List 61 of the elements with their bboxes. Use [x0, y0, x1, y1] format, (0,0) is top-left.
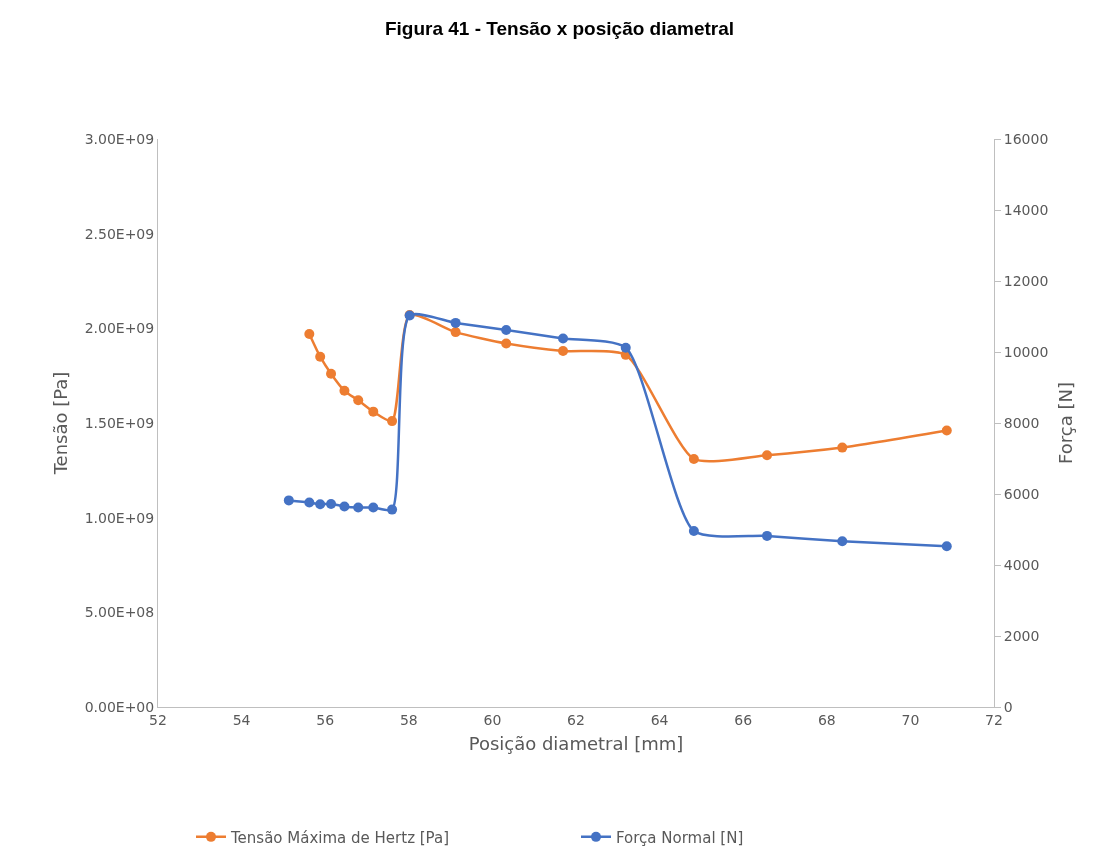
y-axis-title: Tensão [Pa] — [49, 371, 71, 476]
x-axis-title: Posição diametral [mm] — [468, 732, 684, 754]
point — [450, 317, 461, 328]
y-tick-label: 2.50E+09 — [84, 225, 155, 242]
point — [688, 525, 699, 536]
y2-axis-title: Força [N] — [1055, 382, 1077, 464]
point — [353, 502, 364, 513]
point — [837, 442, 848, 453]
point — [315, 499, 326, 510]
y2-tick-label: 8000 — [1003, 414, 1040, 431]
y2-tick-label: 16000 — [1003, 130, 1049, 147]
chart-title: Figura 41 - Tensão x posição diametral — [384, 17, 735, 39]
y2-tick-label: 12000 — [1003, 272, 1049, 289]
y2-tick-label: 4000 — [1003, 556, 1040, 573]
legend-label: Tensão Máxima de Hertz [Pa] — [230, 828, 450, 847]
x-tick-label: 62 — [567, 711, 585, 728]
y2-tick-label: 6000 — [1003, 485, 1040, 502]
point — [326, 368, 337, 379]
point — [315, 351, 326, 362]
y2-tick-label: 0 — [1003, 698, 1013, 715]
y2-tick-label: 10000 — [1003, 343, 1049, 360]
point — [387, 504, 398, 515]
point — [304, 329, 315, 340]
point — [941, 541, 952, 552]
x-tick-label: 60 — [483, 711, 502, 728]
legend-label: Força Normal [N] — [616, 828, 744, 847]
point — [762, 450, 773, 461]
x-tick-label: 66 — [734, 711, 753, 728]
y2-tick-label: 2000 — [1003, 627, 1040, 644]
point — [283, 495, 294, 506]
y-tick-label: 3.00E+09 — [84, 130, 155, 147]
point — [501, 324, 512, 335]
point — [387, 416, 398, 427]
y-tick-label: 2.00E+09 — [84, 320, 155, 337]
point — [620, 342, 631, 353]
point — [339, 385, 350, 396]
point — [837, 536, 848, 547]
y-tick-label: 1.50E+09 — [84, 414, 155, 431]
x-tick-label: 64 — [650, 711, 669, 728]
x-tick-label: 58 — [399, 711, 418, 728]
point — [450, 327, 461, 338]
point — [558, 346, 569, 357]
x-tick-label: 68 — [817, 711, 836, 728]
point — [501, 338, 512, 349]
point — [368, 502, 379, 513]
point — [353, 395, 364, 406]
point — [339, 501, 350, 512]
point — [762, 530, 773, 541]
point — [368, 406, 379, 417]
x-tick-label: 56 — [316, 711, 335, 728]
y-tick-label: 5.00E+08 — [84, 604, 155, 621]
point — [941, 425, 952, 436]
point — [688, 453, 699, 464]
point — [304, 497, 315, 508]
x-tick-label: 54 — [232, 711, 251, 728]
y-tick-label: 1.00E+09 — [84, 509, 155, 526]
point — [326, 498, 337, 509]
point — [558, 333, 569, 344]
y2-tick-label: 14000 — [1003, 201, 1049, 218]
x-tick-label: 70 — [901, 711, 920, 728]
x-tick-label: 72 — [985, 711, 1003, 728]
